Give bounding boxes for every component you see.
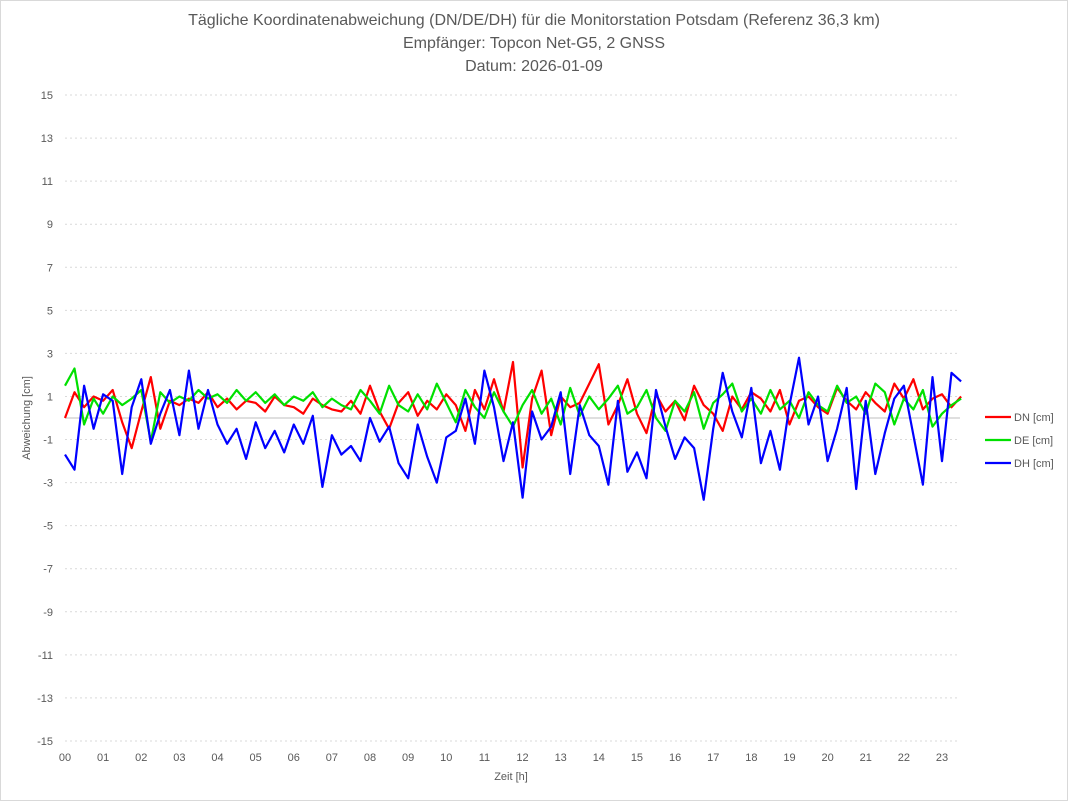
x-tick-label: 16 xyxy=(669,752,681,764)
x-tick-label: 10 xyxy=(440,752,452,764)
x-tick-label: 20 xyxy=(821,752,833,764)
x-tick-label: 09 xyxy=(402,752,414,764)
y-tick-label: -13 xyxy=(37,693,53,705)
x-tick-label: 23 xyxy=(936,752,948,764)
x-tick-label: 03 xyxy=(173,752,185,764)
y-axis-label: Abweichung [cm] xyxy=(21,376,33,460)
legend: DN [cm] DE [cm] DH [cm] xyxy=(985,412,1054,470)
x-tick-label: 14 xyxy=(593,752,605,764)
chart-subtitle: Empfänger: Topcon Net-G5, 2 GNSS xyxy=(402,35,666,52)
y-tick-label: -3 xyxy=(43,478,53,490)
chart-title: Tägliche Koordinatenabweichung (DN/DE/DH… xyxy=(188,12,880,29)
y-tick-label: 7 xyxy=(47,262,53,274)
gridlines xyxy=(65,94,960,742)
x-tick-label: 15 xyxy=(631,752,643,764)
x-tick-label: 11 xyxy=(479,752,490,764)
y-tick-label: 1 xyxy=(47,391,53,403)
y-tick-label: -7 xyxy=(43,564,53,576)
y-tick-label: 5 xyxy=(47,305,53,317)
y-tick-label: -9 xyxy=(43,607,53,619)
x-tick-label: 07 xyxy=(326,752,338,764)
series-lines xyxy=(63,356,962,501)
x-tick-label: 08 xyxy=(364,752,376,764)
legend-label: DE [cm] xyxy=(1014,435,1053,447)
x-tick-label: 04 xyxy=(211,752,223,764)
x-tick-label: 02 xyxy=(135,752,147,764)
y-tick-label: 13 xyxy=(41,133,53,145)
x-tick-label: 06 xyxy=(288,752,300,764)
legend-label: DN [cm] xyxy=(1014,412,1054,424)
x-tick-label: 17 xyxy=(707,752,719,764)
y-tick-label: -5 xyxy=(43,521,53,533)
x-tick-label: 00 xyxy=(59,752,71,764)
x-tick-label: 19 xyxy=(783,752,795,764)
x-tick-label: 13 xyxy=(555,752,567,764)
x-tick-labels: 00 01 02 03 04 05 06 07 08 09 10 11 12 13 14 15 16 17 18 19… xyxy=(59,752,948,764)
y-tick-labels: 15 13 11 9 7 5 3 1 -1 -3 -5 -7 -9 -11 -13 -15 xyxy=(37,90,53,748)
x-axis-label: Zeit [h] xyxy=(494,771,528,783)
y-tick-label: -15 xyxy=(37,736,53,748)
y-tick-label: 9 xyxy=(47,219,53,231)
x-tick-label: 05 xyxy=(250,752,262,764)
y-tick-label: -1 xyxy=(43,435,53,447)
x-tick-label: 18 xyxy=(745,752,757,764)
legend-label: DH [cm] xyxy=(1014,458,1054,470)
series-line-dn xyxy=(63,360,962,469)
x-tick-label: 21 xyxy=(860,752,872,764)
y-tick-label: 15 xyxy=(41,90,53,102)
y-tick-label: 3 xyxy=(47,348,53,360)
y-tick-label: -11 xyxy=(38,650,53,662)
x-tick-label: 12 xyxy=(516,752,528,764)
x-tick-label: 22 xyxy=(898,752,910,764)
x-tick-label: 01 xyxy=(97,752,109,764)
chart-date: Datum: 2026-01-09 xyxy=(465,58,603,75)
series-line-dh xyxy=(64,356,962,501)
y-tick-label: 11 xyxy=(42,176,53,188)
